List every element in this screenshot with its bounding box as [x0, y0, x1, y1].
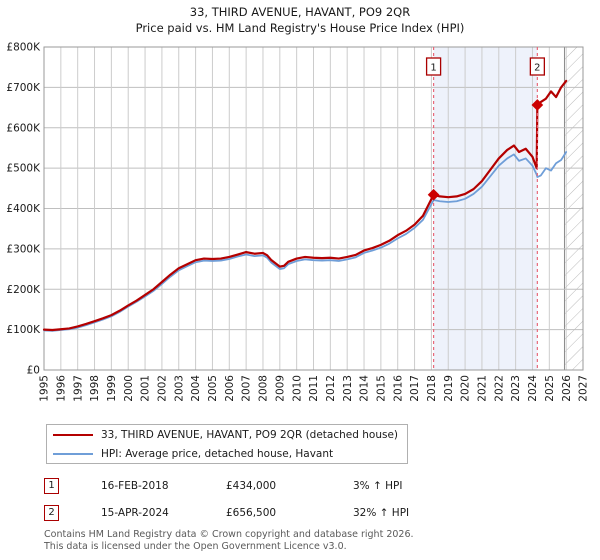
- legend-item-property: 33, THIRD AVENUE, HAVANT, PO9 2QR (detac…: [47, 425, 407, 444]
- svg-text:2005: 2005: [207, 375, 219, 402]
- footer-licence-line: This data is licensed under the Open Gov…: [44, 540, 347, 552]
- svg-text:2010: 2010: [291, 375, 303, 402]
- page-subtitle: Price paid vs. HM Land Registry's House …: [135, 21, 465, 35]
- table-row: 2 15-APR-2024 £656,500 32% ↑ HPI: [44, 499, 464, 526]
- svg-text:£500K: £500K: [6, 163, 41, 175]
- svg-text:2000: 2000: [123, 375, 135, 402]
- svg-text:£600K: £600K: [6, 122, 41, 134]
- svg-text:£800K: £800K: [6, 42, 41, 54]
- sale-date-2: 15-APR-2024: [101, 506, 169, 519]
- svg-text:£100K: £100K: [6, 324, 41, 336]
- svg-text:2: 2: [534, 63, 540, 74]
- svg-text:2003: 2003: [173, 375, 185, 402]
- svg-text:2016: 2016: [392, 375, 404, 402]
- svg-text:1997: 1997: [72, 375, 84, 402]
- legend-label-hpi: HPI: Average price, detached house, Hava…: [101, 447, 334, 460]
- svg-text:2006: 2006: [224, 375, 236, 402]
- x-axis-tick-labels: 1995 1996 1997 1998 1999 2000 2001 2002 2003 2004…: [39, 375, 590, 402]
- svg-text:2019: 2019: [443, 375, 455, 402]
- svg-text:2017: 2017: [409, 375, 421, 402]
- svg-text:2020: 2020: [460, 375, 472, 402]
- sales-history-table: 1 16-FEB-2018 £434,000 3% ↑ HPI 2 15-APR…: [44, 472, 464, 526]
- svg-text:2015: 2015: [375, 375, 387, 402]
- sale-badge-2: 2: [44, 504, 59, 521]
- grid-lines: [43, 46, 584, 371]
- svg-text:£300K: £300K: [6, 243, 41, 255]
- svg-text:2021: 2021: [477, 375, 489, 402]
- svg-text:1996: 1996: [55, 375, 67, 402]
- sale-date-1: 16-FEB-2018: [101, 479, 169, 492]
- svg-text:2022: 2022: [493, 375, 505, 402]
- sale-badge-1: 1: [44, 477, 59, 494]
- svg-text:1995: 1995: [39, 375, 51, 402]
- svg-text:£700K: £700K: [6, 82, 41, 94]
- hpi-line-chart: £0 £100K £200K £300K £400K £500K £600K £700K £80…: [6, 42, 590, 402]
- svg-text:2025: 2025: [544, 375, 556, 402]
- sale-price-2: £656,500: [226, 506, 277, 519]
- svg-text:£400K: £400K: [6, 203, 41, 215]
- svg-text:2014: 2014: [359, 375, 371, 402]
- svg-text:2004: 2004: [190, 375, 202, 402]
- sale-hpi-delta-1: 3% ↑ HPI: [353, 479, 403, 492]
- svg-text:2013: 2013: [342, 375, 354, 402]
- svg-text:2002: 2002: [157, 375, 169, 402]
- series-lines: [42, 79, 568, 332]
- svg-text:£0: £0: [27, 365, 40, 377]
- footer-copyright-line: Contains HM Land Registry data © Crown c…: [44, 529, 414, 540]
- table-row: 1 16-FEB-2018 £434,000 3% ↑ HPI: [44, 472, 464, 499]
- svg-text:2007: 2007: [241, 375, 253, 402]
- svg-text:2012: 2012: [325, 375, 337, 402]
- chart-title-block: 33, THIRD AVENUE, HAVANT, PO9 2QR Price …: [0, 4, 600, 36]
- sale-point-markers: [427, 99, 544, 201]
- svg-text:2024: 2024: [527, 375, 539, 402]
- legend-label-property: 33, THIRD AVENUE, HAVANT, PO9 2QR (detac…: [101, 428, 398, 441]
- legend-swatch-hpi: [53, 452, 93, 455]
- svg-text:2027: 2027: [578, 375, 590, 402]
- svg-text:2009: 2009: [274, 375, 286, 402]
- y-axis-tick-labels: £0 £100K £200K £300K £400K £500K £600K £700K £80…: [6, 42, 41, 377]
- svg-text:1999: 1999: [106, 375, 118, 402]
- svg-text:2018: 2018: [426, 375, 438, 402]
- svg-text:2011: 2011: [308, 375, 320, 402]
- svg-text:1: 1: [430, 63, 436, 74]
- chart-legend: 33, THIRD AVENUE, HAVANT, PO9 2QR (detac…: [46, 424, 408, 464]
- svg-text:2026: 2026: [561, 375, 573, 402]
- attribution-footer: Contains HM Land Registry data © Crown c…: [44, 529, 584, 552]
- svg-text:2008: 2008: [258, 375, 270, 402]
- svg-text:2001: 2001: [140, 375, 152, 402]
- svg-text:2023: 2023: [510, 375, 522, 402]
- page-title: 33, THIRD AVENUE, HAVANT, PO9 2QR: [189, 5, 411, 19]
- sale-hpi-delta-2: 32% ↑ HPI: [353, 506, 410, 519]
- svg-text:1998: 1998: [89, 375, 101, 402]
- legend-item-hpi: HPI: Average price, detached house, Hava…: [47, 444, 407, 463]
- legend-swatch-property: [53, 433, 93, 436]
- svg-text:£200K: £200K: [6, 284, 41, 296]
- sale-price-1: £434,000: [226, 479, 277, 492]
